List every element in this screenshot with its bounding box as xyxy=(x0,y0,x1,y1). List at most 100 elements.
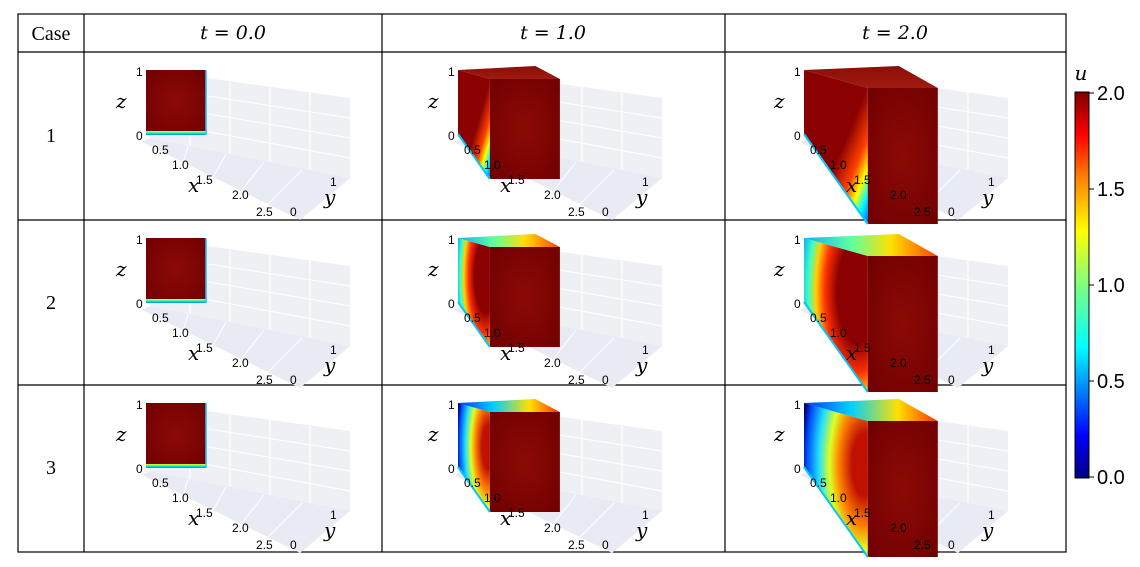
y-axis-label: y xyxy=(635,518,648,542)
y-axis-label: y xyxy=(323,518,336,542)
z-tick-0: 0 xyxy=(136,462,143,476)
panel-case3-t1: 1 0 z 0.51.0 1.5 2.0 2.5 x 1 0 y xyxy=(427,398,663,553)
y-tick-0: 0 xyxy=(948,373,955,387)
x-tick-3: 2.0 xyxy=(890,521,907,535)
panel-case2-t0: 1 0 z 0.51.0 1.5 2.0 2.5 x 1 0 y xyxy=(115,233,351,388)
x-axis-label: x xyxy=(500,506,511,530)
y-tick-1: 1 xyxy=(642,343,649,357)
y-tick-0: 0 xyxy=(948,205,955,219)
z-axis-label: z xyxy=(427,89,439,113)
x-tick-0: 0.5 xyxy=(810,476,827,490)
y-tick-0: 0 xyxy=(290,538,297,552)
z-tick-1: 1 xyxy=(794,65,801,79)
box-front-face xyxy=(867,256,938,392)
box-side-face xyxy=(804,70,868,224)
x-tick-1: 1.0 xyxy=(484,491,501,505)
colorbar-gradient xyxy=(1074,91,1090,479)
x-tick-2: 1.5 xyxy=(196,506,213,520)
colorbar-tick-0-5: 0.5 xyxy=(1097,371,1125,393)
x-tick-0: 0.5 xyxy=(810,311,827,325)
box-side-face xyxy=(458,403,490,512)
x-tick-2: 1.5 xyxy=(508,506,525,520)
case-label-1: 1 xyxy=(46,125,56,147)
grid-line xyxy=(205,321,227,359)
grid-line xyxy=(233,494,265,534)
x-axis-label: x xyxy=(846,341,857,365)
x-axis-label: x xyxy=(188,506,199,530)
box-top-face xyxy=(804,234,938,256)
x-axis-label: x xyxy=(500,341,511,365)
grid-line xyxy=(545,161,577,201)
x-tick-3: 2.0 xyxy=(544,521,561,535)
time-header-0: t = 0.0 xyxy=(200,22,266,44)
grid-line xyxy=(545,329,577,369)
grid-line xyxy=(205,486,227,524)
grid-line xyxy=(177,145,189,181)
box-side-face xyxy=(804,238,868,392)
grid-line xyxy=(261,502,303,544)
grid-line xyxy=(177,313,189,349)
box-front-face xyxy=(867,88,938,224)
floor-plane xyxy=(142,306,350,388)
x-tick-1: 1.0 xyxy=(830,158,847,172)
x-tick-0: 0.5 xyxy=(464,143,481,157)
x-tick-3: 2.0 xyxy=(890,188,907,202)
y-tick-0: 0 xyxy=(602,205,609,219)
x-tick-4: 2.5 xyxy=(256,538,273,552)
grid-line xyxy=(261,337,303,379)
x-tick-3: 2.0 xyxy=(544,188,561,202)
floor-plane xyxy=(142,471,350,553)
grid-line xyxy=(233,161,265,201)
panel-case1-t2: 1 0 z 0.51.0 1.5 2.0 2.5 x 1 0 y xyxy=(773,65,1009,225)
x-tick-2: 1.5 xyxy=(196,173,213,187)
case-label-2: 2 xyxy=(46,292,56,314)
x-tick-3: 2.0 xyxy=(232,356,249,370)
y-axis-label: y xyxy=(323,185,336,209)
y-axis-label: y xyxy=(635,353,648,377)
box-top-face xyxy=(458,399,560,412)
box-edge xyxy=(457,466,491,513)
x-tick-1: 1.0 xyxy=(830,491,847,505)
y-tick-0: 0 xyxy=(602,538,609,552)
box-edge xyxy=(803,133,869,225)
x-tick-4: 2.5 xyxy=(568,205,585,219)
z-tick-1: 1 xyxy=(448,398,455,412)
panel-case1-t1: 1 0 z 0.51.0 1.5 2.0 2.5 x 1 0 y xyxy=(427,65,663,220)
grid-line xyxy=(233,329,265,369)
box-side-face xyxy=(458,238,490,347)
y-tick-0: 0 xyxy=(290,373,297,387)
box-front-face xyxy=(867,421,938,557)
z-tick-0: 0 xyxy=(794,462,801,476)
grid-line xyxy=(573,502,615,544)
z-axis-label: z xyxy=(773,89,785,113)
plate-edge xyxy=(146,131,206,135)
z-tick-1: 1 xyxy=(794,233,801,247)
x-tick-2: 1.5 xyxy=(854,341,871,355)
y-axis-label: y xyxy=(981,518,994,542)
x-tick-4: 2.5 xyxy=(256,205,273,219)
y-tick-0: 0 xyxy=(290,205,297,219)
x-tick-1: 1.0 xyxy=(172,158,189,172)
x-tick-4: 2.5 xyxy=(568,538,585,552)
x-tick-4: 2.5 xyxy=(914,205,931,219)
grid-line xyxy=(545,494,577,534)
x-axis-label: x xyxy=(846,173,857,197)
colorbar: u 2.0 1.5 1.0 0.5 0.0 xyxy=(1074,61,1125,489)
y-tick-1: 1 xyxy=(988,175,995,189)
z-tick-1: 1 xyxy=(136,65,143,79)
x-tick-4: 2.5 xyxy=(568,373,585,387)
x-tick-2: 1.5 xyxy=(854,173,871,187)
x-tick-1: 1.0 xyxy=(172,326,189,340)
colorbar-tick-0-0: 0.0 xyxy=(1097,467,1125,489)
x-tick-0: 0.5 xyxy=(464,311,481,325)
grid-line xyxy=(177,478,189,514)
y-axis-label: y xyxy=(323,353,336,377)
z-tick-0: 0 xyxy=(136,297,143,311)
x-tick-1: 1.0 xyxy=(172,491,189,505)
colorbar-tick-1-5: 1.5 xyxy=(1097,179,1125,201)
y-axis-label: y xyxy=(981,185,994,209)
grid-line xyxy=(261,169,303,211)
z-tick-1: 1 xyxy=(448,65,455,79)
colorbar-tick-2-0: 2.0 xyxy=(1097,83,1125,105)
